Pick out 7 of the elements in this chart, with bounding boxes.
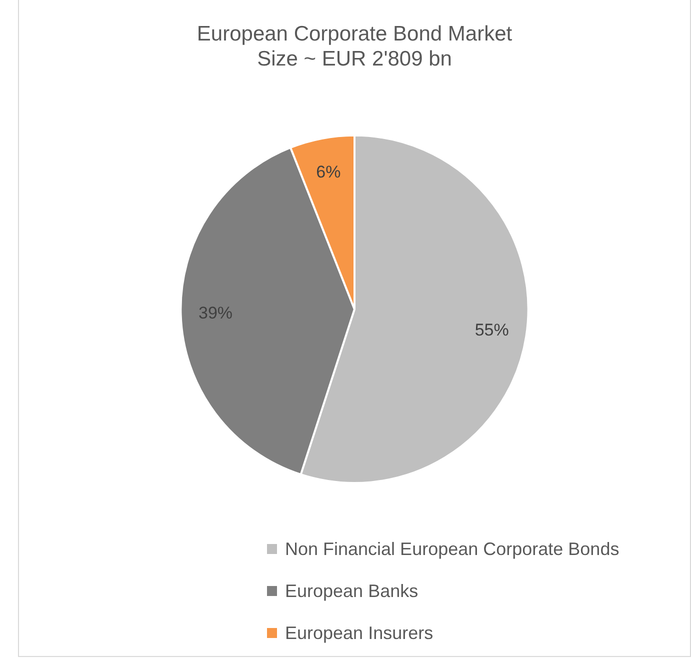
legend-label: European Insurers (285, 622, 434, 644)
data-label: 39% (198, 303, 233, 322)
legend-label: European Banks (285, 580, 418, 602)
chart-title: European Corporate Bond Market Size ~ EUR 2'809 bn (196, 22, 512, 71)
data-label: 55% (474, 320, 509, 340)
legend-label: Non Financial European Corporate Bonds (285, 538, 620, 560)
data-label: 6% (316, 162, 341, 182)
